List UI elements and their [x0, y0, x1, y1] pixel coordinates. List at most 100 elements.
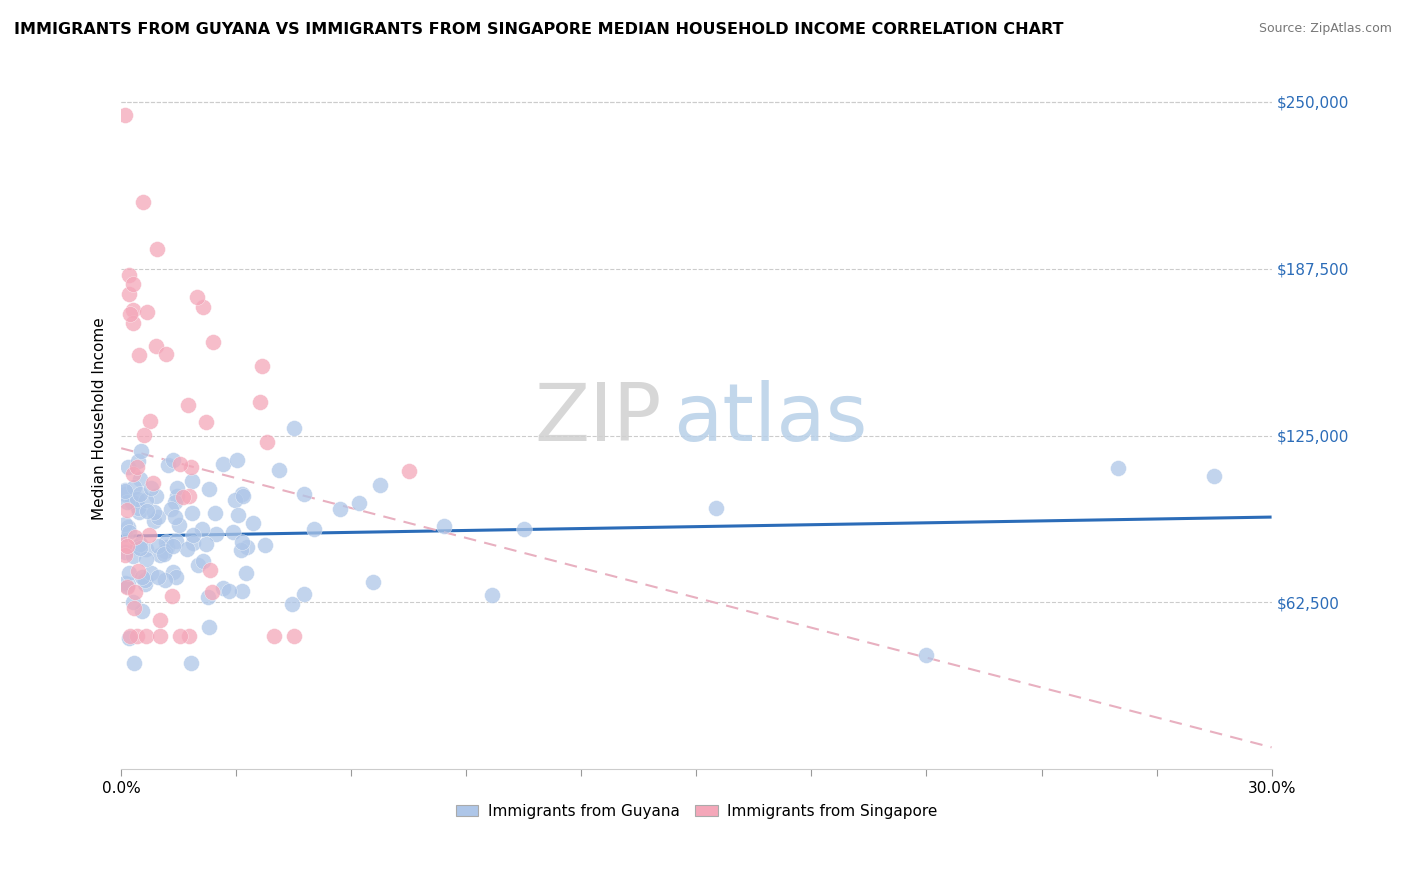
- Point: [180, 656, 202, 670]
- Point: [218, 584, 240, 599]
- Point: [211, 581, 233, 595]
- Point: [172, 490, 194, 504]
- Point: [118, 629, 141, 643]
- Point: [368, 478, 391, 492]
- Point: [118, 631, 141, 645]
- Point: [221, 525, 243, 540]
- Point: [283, 629, 305, 643]
- Point: [114, 545, 136, 559]
- Point: [142, 515, 165, 529]
- Point: [177, 398, 200, 412]
- Point: [125, 541, 148, 555]
- Point: [263, 629, 285, 643]
- Point: [224, 492, 246, 507]
- Point: [114, 108, 136, 122]
- Point: [292, 587, 315, 601]
- Point: [128, 505, 150, 519]
- Point: [122, 656, 145, 670]
- Point: [162, 565, 184, 579]
- Point: [153, 574, 176, 588]
- Point: [231, 584, 253, 599]
- Point: [249, 395, 271, 409]
- Point: [128, 348, 150, 362]
- Point: [187, 558, 209, 572]
- Point: [127, 491, 149, 506]
- Point: [122, 479, 145, 493]
- Point: [149, 548, 172, 562]
- Point: [114, 487, 136, 501]
- Point: [162, 453, 184, 467]
- Point: [135, 492, 157, 507]
- Point: [211, 457, 233, 471]
- Point: [115, 495, 138, 509]
- Point: [256, 434, 278, 449]
- Point: [191, 554, 214, 568]
- Point: [153, 547, 176, 561]
- Point: [229, 543, 252, 558]
- Point: [162, 540, 184, 554]
- Point: [118, 268, 141, 283]
- Point: [915, 648, 938, 662]
- Point: [127, 501, 149, 516]
- Text: IMMIGRANTS FROM GUYANA VS IMMIGRANTS FROM SINGAPORE MEDIAN HOUSEHOLD INCOME CORR: IMMIGRANTS FROM GUYANA VS IMMIGRANTS FRO…: [14, 22, 1063, 37]
- Point: [167, 518, 190, 533]
- Point: [157, 458, 180, 472]
- Point: [186, 290, 208, 304]
- Point: [148, 569, 170, 583]
- Point: [120, 306, 142, 320]
- Point: [165, 533, 187, 548]
- Point: [155, 347, 177, 361]
- Legend: Immigrants from Guyana, Immigrants from Singapore: Immigrants from Guyana, Immigrants from …: [450, 797, 943, 825]
- Point: [398, 464, 420, 478]
- Point: [361, 575, 384, 590]
- Point: [235, 540, 257, 554]
- Text: atlas: atlas: [673, 380, 868, 458]
- Point: [146, 242, 169, 256]
- Point: [181, 535, 204, 549]
- Point: [128, 537, 150, 551]
- Point: [198, 482, 221, 496]
- Point: [122, 277, 145, 292]
- Point: [269, 463, 291, 477]
- Point: [142, 475, 165, 490]
- Point: [193, 300, 215, 314]
- Point: [114, 549, 136, 563]
- Point: [117, 460, 139, 475]
- Point: [283, 420, 305, 434]
- Point: [127, 459, 149, 474]
- Point: [181, 528, 204, 542]
- Point: [153, 544, 176, 558]
- Point: [131, 604, 153, 618]
- Point: [198, 563, 221, 577]
- Point: [131, 443, 153, 458]
- Point: [231, 535, 253, 549]
- Point: [304, 522, 326, 536]
- Point: [349, 496, 371, 510]
- Point: [114, 527, 136, 541]
- Point: [134, 577, 156, 591]
- Point: [115, 539, 138, 553]
- Point: [165, 495, 187, 509]
- Point: [292, 486, 315, 500]
- Point: [146, 510, 169, 524]
- Point: [141, 566, 163, 580]
- Point: [146, 539, 169, 553]
- Point: [141, 481, 163, 495]
- Point: [149, 613, 172, 627]
- Point: [145, 339, 167, 353]
- Point: [194, 537, 217, 551]
- Point: [117, 576, 139, 591]
- Point: [115, 580, 138, 594]
- Point: [280, 597, 302, 611]
- Point: [149, 629, 172, 643]
- Point: [253, 538, 276, 552]
- Point: [127, 454, 149, 468]
- Point: [1107, 460, 1129, 475]
- Point: [165, 509, 187, 524]
- Point: [197, 619, 219, 633]
- Point: [124, 585, 146, 599]
- Point: [181, 475, 204, 489]
- Point: [132, 428, 155, 442]
- Point: [169, 457, 191, 471]
- Point: [127, 629, 149, 643]
